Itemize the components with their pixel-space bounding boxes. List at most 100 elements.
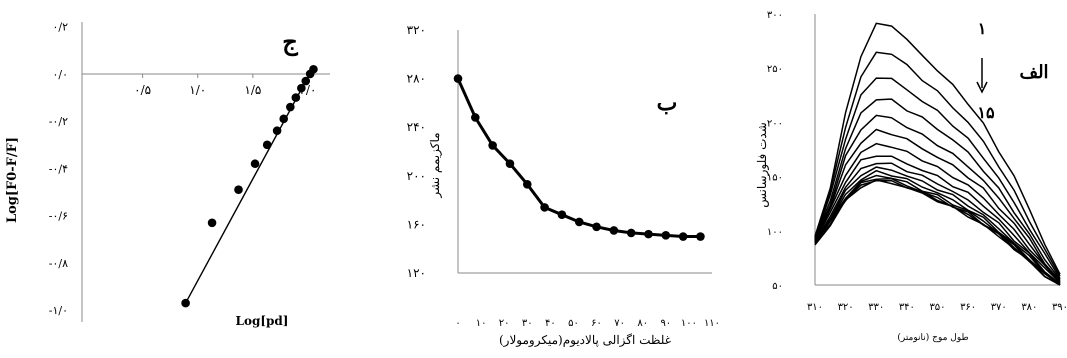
x-tick-label: ۱۰۰ [681,318,697,329]
series-label-last: ۱۵ [977,103,995,122]
x-tick-label: ۳۹۰ [1052,302,1067,313]
y-axis-title: شدت فلورسانس [755,122,769,208]
x-tick-label: ۶۰ [591,318,602,329]
spectrum-line [814,128,1061,283]
x-axis-title: Log[pd] [236,314,289,328]
data-point [696,232,705,241]
x-tick-label: ۳۶۰ [960,302,976,313]
y-tick-label: ۱۲۰ [407,266,426,280]
spectrum-line [814,98,1061,281]
y-tick-label: -۰/۶ [49,210,68,223]
x-tick-label: ۰ [455,318,460,329]
data-point [279,114,289,124]
spectrum-line [814,179,1061,286]
y-tick-label: ۳۰۰ [767,10,783,21]
x-tick-label: ۸۰ [637,318,648,329]
y-tick-label: ۲۰۰ [407,169,426,183]
data-point [557,210,567,219]
x-tick-label: ۰/۵ [134,83,151,97]
y-axis-title: ماکزیمم نشر [428,132,442,198]
y-tick-label: ۰/۰ [52,68,68,81]
data-point [207,218,217,228]
data-point [661,231,671,240]
data-point [250,159,260,169]
data-point [609,226,619,235]
y-tick-label: ۲۰۰ [767,118,783,129]
data-point [453,74,463,83]
y-tick-label: ۳۲۰ [407,23,426,37]
panel-letter: الف [1019,62,1048,83]
trend-arrow-head [976,81,988,94]
spectrum-line [814,155,1061,284]
y-tick-label: ۲۴۰ [407,120,426,134]
y-tick-label: -۰/۲ [49,115,68,128]
spectrum-line [814,162,1061,285]
data-point [505,159,515,168]
data-point [301,76,311,86]
chart-b-quenching-curve: ۱۲۰ ۱۶۰ ۲۰۰ ۲۴۰ ۲۸۰ ۳۲۰ ۰ ۱۰ ۲۰ ۳۰ ۴۰ ۵۰ ۶۰ ۷۰ ۸۰ ۹۰ ۱۰۰… [375,0,720,358]
x-tick-label: ۱/۰ [189,83,206,97]
y-tick-label: -۰/۸ [49,257,68,270]
y-tick-label: ۱۵۰ [767,173,783,184]
spectrum-line [814,77,1061,279]
y-tick-label: ۲۸۰ [407,72,426,86]
y-tick-label: ۱۰۰ [767,227,783,238]
spectrum-line [814,22,1061,275]
data-point [309,64,318,74]
y-tick-label: ۱۶۰ [407,217,426,231]
chart-c-svg: ۰/۲۰/۰-۰/۲-۰/۴-۰/۶-۰/۸-۱/۰۰/۵ ۱/۰ ۱/۵ ۲/۰جL… [5,21,330,328]
chart-c-log-plot: ۰/۲ ۰/۰ -۰/۲ -۰/۴ -۰/۶ -۰/۸ -۱/۰ ۰/۵ ۱/۰ ۱/۵ ۲/۰ ج L… [0,0,340,358]
data-point [286,102,295,112]
y-tick-label: ۲۵۰ [767,64,783,75]
data-point [522,180,532,189]
spectrum-line [814,51,1061,277]
y-tick-label: ۰/۲ [52,21,68,34]
series-label-first: ۱ [978,19,987,38]
panel-letter: ب [657,90,678,116]
data-point [626,228,636,238]
x-tick-label: ۴۰ [545,318,556,329]
x-tick-label: ۱/۵ [244,83,261,97]
x-tick-label: ۳۴۰ [899,302,915,313]
fit-line [184,66,315,304]
x-tick-label: ۱۱۰ [704,318,720,329]
x-tick-label: ۳۱۰ [807,302,823,313]
x-tick-label: ۵۰ [568,318,579,329]
spectrum-line [814,142,1061,284]
data-point [540,203,549,212]
y-tick-label: -۰/۴ [49,162,68,175]
x-tick-label: ۳۳۰ [868,302,884,313]
data-point [644,229,653,239]
spectrum-line [814,169,1061,286]
y-tick-label: -۱/۰ [49,304,68,317]
y-tick-label: ۵۰ [772,281,783,292]
x-tick-label: ۳۲۰ [838,302,854,313]
y-axis-title: Log[F0-F/F] [5,137,20,223]
x-tick-label: ۹۰ [660,318,671,329]
data-point [678,232,688,241]
data-point [574,217,584,227]
x-tick-label: ۱۰ [476,318,487,329]
x-tick-label: ۷۰ [614,318,625,329]
data-point [471,113,480,122]
data-point [291,93,301,102]
x-tick-label: ۳۸۰ [1021,302,1037,313]
x-tick-label: ۳۵۰ [929,302,945,313]
x-axis-title: طول موج (نانومتر) [897,332,968,343]
data-point [488,141,497,150]
data-point [592,222,601,232]
chart-b-svg: ۱۲۰ ۱۶۰ ۲۰۰ ۲۴۰ ۲۸۰ ۳۲۰ ۰ ۱۰ ۲۰ ۳۰ ۴۰ ۵۰ ۶۰ ۷۰ ۸۰ ۹۰ ۱۰۰… [407,23,720,347]
chart-a-emission-spectra: ۵۰ ۱۰۰ ۱۵۰ ۲۰۰ ۲۵۰ ۳۰۰ ۳۱۰ ۳۲۰ ۳۳۰ ۳۴۰ ۳۵۰ ۳۶۰ ۳۷۰ ۳۸… [750,0,1067,358]
x-tick-label: ۳۰ [522,318,533,329]
panel-letter: ج [282,27,298,57]
spectrum-line [814,166,1061,285]
data-point [181,298,190,308]
x-tick-label: ۳۷۰ [991,302,1007,313]
x-axis-title: غلظت اگزالی پالادیوم(میکرومولار) [499,333,671,347]
data-point [234,185,243,195]
chart-a-svg: ۵۰ ۱۰۰ ۱۵۰ ۲۰۰ ۲۵۰ ۳۰۰ ۳۱۰ ۳۲۰ ۳۳۰ ۳۴۰ ۳۵۰ ۳۶۰ ۳۷۰ ۳۸… [755,10,1067,343]
spectrum-line [814,174,1061,286]
data-point [262,140,272,150]
data-point [297,83,306,93]
data-point [272,126,282,135]
